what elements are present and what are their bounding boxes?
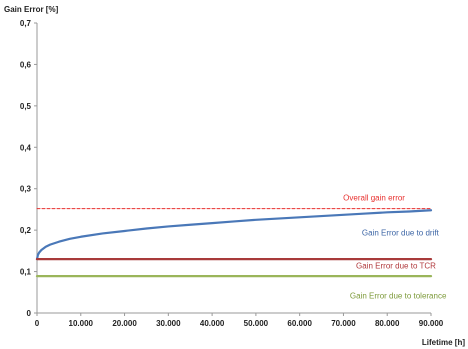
x-ticks: 0 10.000 20.000 30.000 40.000 50.000 60.000 70.… [35, 313, 444, 328]
y-tick-label: 0,5 [20, 102, 32, 111]
x-tick-label: 10.000 [69, 319, 94, 328]
series-line-1 [35, 209, 433, 261]
y-tick-label: 0,2 [20, 226, 32, 235]
y-ticks: 0 0,1 0,2 0,3 0,4 0,5 0,6 0,7 [20, 19, 37, 318]
x-tick-label: 50.000 [244, 319, 269, 328]
x-axis-title: Lifetime [h] [422, 338, 465, 347]
annotations: Overall gain error Gain Error due to drif… [343, 193, 447, 300]
y-tick-label: 0 [27, 309, 32, 318]
x-tick-label: 40.000 [200, 319, 225, 328]
series-annotation: Overall gain error [343, 193, 405, 202]
y-tick-label: 0,7 [20, 19, 32, 28]
x-tick-label: 90.000 [419, 319, 444, 328]
y-tick-label: 0,1 [20, 268, 32, 277]
x-tick-label: 0 [35, 319, 40, 328]
y-tick-label: 0,3 [20, 185, 32, 194]
x-tick-label: 30.000 [156, 319, 181, 328]
axes [36, 23, 431, 314]
series-annotation: Gain Error due to drift [362, 229, 440, 238]
y-tick-label: 0,6 [20, 60, 32, 69]
series-annotation: Gain Error due to tolerance [350, 292, 447, 301]
series-layer [35, 208, 433, 278]
y-axis-title: Gain Error [%] [4, 5, 59, 14]
x-tick-label: 20.000 [112, 319, 137, 328]
x-tick-label: 80.000 [375, 319, 400, 328]
x-tick-label: 70.000 [331, 319, 356, 328]
y-tick-label: 0,4 [20, 143, 32, 152]
x-tick-label: 60.000 [287, 319, 312, 328]
series-annotation: Gain Error due to TCR [356, 262, 436, 271]
